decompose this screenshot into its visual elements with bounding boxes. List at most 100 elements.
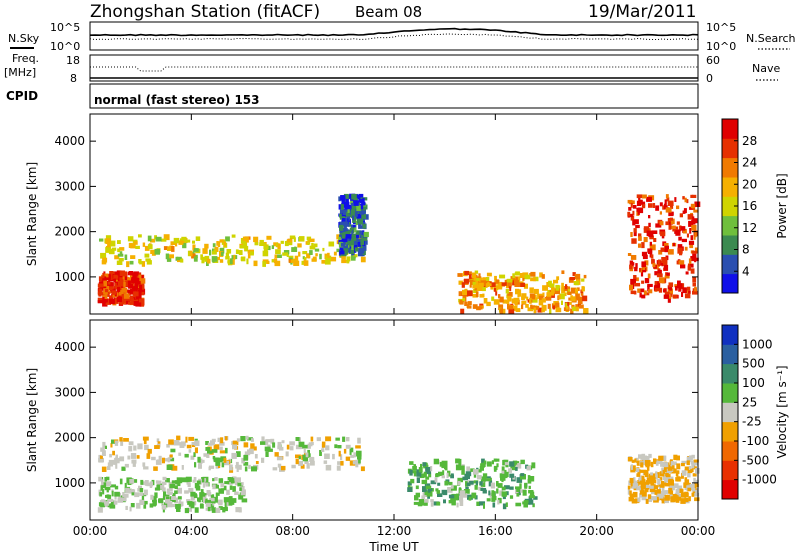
data-cell	[648, 248, 653, 253]
data-cell	[407, 487, 413, 492]
data-cell	[263, 243, 266, 247]
data-cell	[238, 494, 244, 500]
data-cell	[235, 507, 241, 513]
data-cell	[342, 436, 346, 442]
data-cell	[176, 477, 183, 484]
data-cell	[423, 471, 427, 478]
time-tick-labels: 00:00 04:00 08:00 12:00 16:00 20:00 00:00	[73, 524, 716, 538]
data-cell	[215, 507, 221, 513]
data-cell	[234, 491, 239, 495]
data-cell	[290, 259, 293, 263]
data-cell	[667, 296, 671, 303]
data-cell	[647, 273, 651, 279]
data-cell	[302, 457, 308, 462]
data-cell	[468, 496, 472, 501]
data-cell	[488, 480, 493, 487]
data-cell	[660, 231, 666, 237]
data-cell	[328, 241, 335, 247]
data-cell	[105, 481, 112, 486]
data-cell	[512, 460, 518, 465]
data-cell	[676, 205, 680, 210]
data-cell	[135, 293, 142, 300]
data-cell	[142, 436, 149, 441]
data-cell	[126, 280, 131, 285]
data-cell	[224, 506, 228, 511]
data-cell	[218, 506, 223, 510]
data-cell	[668, 479, 674, 486]
data-cell	[681, 463, 685, 467]
data-cell	[153, 466, 158, 471]
data-cell	[132, 274, 137, 280]
data-cell	[447, 470, 451, 477]
data-cell	[302, 444, 308, 449]
data-cell	[251, 438, 254, 442]
data-cell	[517, 289, 522, 296]
data-cell	[423, 464, 429, 469]
data-cell	[478, 273, 481, 279]
data-cell	[561, 300, 563, 305]
data-cell	[633, 290, 637, 295]
data-cell	[207, 506, 211, 512]
data-cell	[225, 502, 229, 506]
data-cell	[693, 459, 699, 463]
data-cell	[353, 200, 359, 206]
data-cell	[542, 285, 549, 291]
data-cell	[680, 226, 686, 231]
data-cell	[483, 503, 485, 509]
data-cell	[499, 274, 506, 279]
data-cell	[358, 248, 365, 254]
data-cell	[226, 481, 230, 485]
data-cell	[346, 256, 351, 262]
data-cell	[352, 460, 357, 465]
data-cell	[139, 301, 145, 307]
data-cell	[350, 202, 354, 206]
data-cell	[549, 308, 552, 314]
data-cell	[111, 247, 117, 251]
data-cell	[149, 503, 154, 508]
data-cell	[664, 275, 670, 279]
data-cell	[244, 466, 248, 472]
data-cell	[644, 486, 649, 493]
data-cell	[632, 483, 639, 488]
data-cell	[692, 491, 696, 496]
data-cell	[642, 204, 646, 209]
data-cell	[679, 488, 684, 493]
data-cell	[566, 305, 569, 310]
data-cell	[273, 258, 278, 264]
data-cell	[282, 252, 288, 256]
data-cell	[436, 501, 441, 506]
data-cell	[283, 250, 290, 255]
data-cell	[523, 502, 528, 508]
data-cell	[233, 254, 236, 260]
data-cell	[191, 253, 196, 259]
data-cell	[171, 480, 177, 484]
data-cell	[225, 256, 230, 260]
data-cell	[236, 438, 240, 442]
data-cell	[526, 465, 531, 471]
data-cell	[110, 500, 115, 505]
data-cell	[109, 503, 116, 509]
data-cell	[630, 278, 636, 285]
sky-right-tick-top: 10^5	[706, 21, 736, 34]
data-cell	[482, 489, 487, 494]
data-cell	[360, 256, 366, 263]
data-cell	[212, 496, 218, 503]
data-cell	[512, 273, 515, 279]
data-cell	[124, 463, 129, 468]
data-cell	[688, 258, 692, 264]
data-cell	[97, 300, 104, 304]
data-cell	[266, 244, 269, 250]
data-cell	[677, 244, 683, 249]
data-cell	[264, 446, 271, 452]
data-cell	[670, 293, 673, 297]
data-cell	[671, 485, 675, 491]
data-cell	[108, 274, 112, 280]
data-cell	[127, 289, 131, 296]
data-cell	[160, 484, 165, 489]
data-cell	[660, 484, 665, 488]
data-cell	[197, 456, 201, 463]
data-cell	[358, 239, 362, 244]
data-cell	[407, 481, 412, 486]
data-cell	[356, 234, 359, 238]
data-cell	[649, 495, 652, 502]
